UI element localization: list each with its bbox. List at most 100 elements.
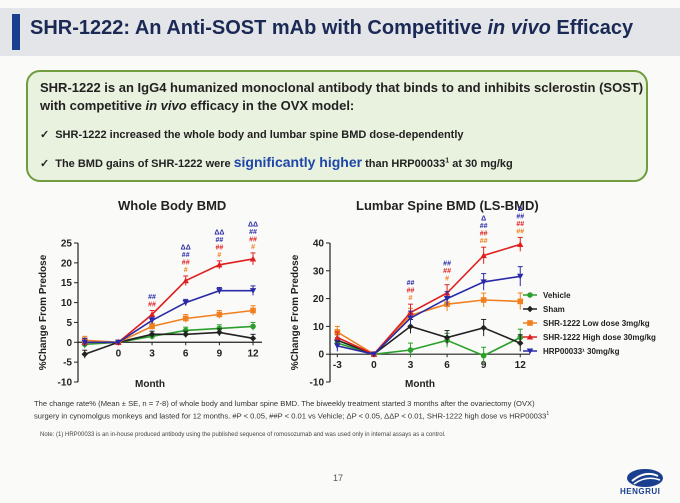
chart-1-data-point <box>148 311 156 318</box>
chart-1-y-tick-label: -5 <box>63 358 72 369</box>
chart-2-title: Lumbar Spine BMD (LS-BMD) <box>356 198 539 213</box>
page-number: 17 <box>333 473 344 483</box>
figure-caption: The change rate% (Mean ± SE, n = 7-8) of… <box>34 398 654 422</box>
chart-1-data-point <box>182 300 189 306</box>
chart-1-significance-label: ## <box>249 229 257 236</box>
chart-1-y-tick-label: 20 <box>61 258 73 269</box>
chart-1-x-axis-label: Month <box>135 379 165 390</box>
chart-1-y-tick-label: 5 <box>66 318 72 329</box>
chart-1-x-tick-label: 9 <box>217 348 223 359</box>
title-prefix: SHR-1222: An Anti-SOST mAb with Competit… <box>30 17 488 39</box>
chart-1-data-point <box>250 307 256 314</box>
chart-1-x-tick-label: 3 <box>149 348 155 359</box>
chart-2-significance-label: Δ <box>481 216 486 223</box>
chart-2-data-point <box>517 339 524 347</box>
chart-2-y-tick-label: 0 <box>318 350 324 361</box>
chart-1-y-tick-label: 25 <box>61 239 73 250</box>
chart-1-significance-label: ## <box>148 294 156 301</box>
bullet-2-suffix: than HRP00033 <box>362 158 446 170</box>
chart-1-data-point <box>250 323 256 330</box>
chart-2-significance-label: ## <box>516 213 524 220</box>
chart-1-series-line <box>84 331 254 355</box>
chart-1-significance-label: ## <box>148 302 156 309</box>
logo-text: HENGRUI <box>620 487 661 496</box>
chart-2-x-tick-label: 0 <box>371 360 377 371</box>
chart-1-x-tick-label: 0 <box>116 348 122 359</box>
summary-line-2-italic: in vivo <box>145 98 187 113</box>
chart-1-significance-label: ## <box>215 244 223 251</box>
chart-2-significance-label: # <box>445 276 449 283</box>
legend-marker <box>527 292 533 298</box>
chart-2-data-point <box>407 347 414 353</box>
summary-box <box>26 70 648 182</box>
legend-marker <box>526 333 534 340</box>
chart-2-significance-label: ## <box>443 261 451 268</box>
chart-1-data-point <box>81 339 88 346</box>
legend-marker <box>527 320 533 326</box>
chart-2-significance-label: ## <box>480 238 488 245</box>
caption-sup: 1 <box>546 411 550 417</box>
check-icon: ✓ <box>40 129 50 141</box>
legend-label: SHR-1222 Low dose 3mg/kg <box>543 319 650 328</box>
chart-2-significance-label: ## <box>407 288 415 295</box>
legend-marker <box>526 305 534 313</box>
title-bar <box>0 8 680 56</box>
check-icon: ✓ <box>40 158 50 170</box>
hengrui-logo-icon <box>627 469 663 487</box>
bullet-2-end: at 30 mg/kg <box>449 158 513 170</box>
chart-1-significance-label: ΔΔ <box>181 244 191 251</box>
caption-line-2-text: surgery in cynomolgus monkeys and lasted… <box>34 411 547 421</box>
chart-1-title: Whole Body BMD <box>118 198 227 213</box>
chart-2-x-tick-label: 3 <box>408 360 414 371</box>
chart-2-significance-label: ## <box>480 231 488 238</box>
chart-2-data-point <box>480 324 487 331</box>
chart-2-significance-label: Δ <box>518 206 523 213</box>
chart-2-data-point <box>443 334 451 341</box>
chart-1-y-axis-label: %Change From Predose <box>38 254 49 370</box>
chart-1-data-point <box>249 335 257 342</box>
caption-line-2: surgery in cynomolgus monkeys and lasted… <box>34 409 654 422</box>
chart-2-x-tick-label: 12 <box>515 360 527 371</box>
chart-1-data-point <box>148 317 156 324</box>
chart-2-data-point <box>517 298 524 305</box>
chart-2-y-axis-label: %Change From Predose <box>290 254 301 370</box>
chart-2-y-tick-label: 10 <box>313 322 325 333</box>
footnote: Note: (1) HRP00033 is an in-house produc… <box>40 432 446 438</box>
chart-2-significance-label: ## <box>443 268 451 275</box>
summary-line-2-prefix: with competitive <box>40 98 146 113</box>
bullet-2-prefix: The BMD gains of SHR-1222 were <box>55 158 234 170</box>
caption-line-1: The change rate% (Mean ± SE, n = 7-8) of… <box>34 399 535 408</box>
chart-2-significance-label: ## <box>407 280 415 287</box>
chart-2-series-line <box>336 243 521 356</box>
chart-2-x-axis-label: Month <box>405 379 435 390</box>
chart-1-x-tick-label: 6 <box>183 348 189 359</box>
chart-1-data-point <box>182 331 189 338</box>
chart-1-y-tick-label: -10 <box>58 378 73 389</box>
chart-1-x-tick-label: 12 <box>247 348 259 359</box>
legend-label: Vehicle <box>543 291 571 300</box>
chart-1-significance-label: ΔΔ <box>214 229 224 236</box>
chart-2-y-tick-label: 40 <box>313 239 325 250</box>
legend-marker <box>526 348 534 355</box>
summary-line-1: SHR-1222 is an IgG4 humanized monoclonal… <box>40 80 644 95</box>
chart-1-data-point <box>149 323 155 330</box>
chart-1-data-point <box>216 261 223 268</box>
chart-1-significance-label: ΔΔ <box>248 221 258 228</box>
chart-2-x-tick-label: 9 <box>481 360 487 371</box>
chart-2-data-point <box>407 315 414 322</box>
chart-1-significance-label: ## <box>182 259 190 266</box>
chart-1-data-point <box>216 311 223 318</box>
chart-1-significance-label: # <box>251 244 255 251</box>
chart-1-y-tick-label: 0 <box>66 338 72 349</box>
chart-1-series-line <box>84 289 253 344</box>
chart-2-significance-label: ## <box>480 223 488 230</box>
chart-2-data-point <box>480 279 487 286</box>
chart-2-x-tick-label: 6 <box>444 360 450 371</box>
chart-2-data-point <box>407 323 414 330</box>
title-italic: in vivo <box>487 17 551 39</box>
bullet-1-text: SHR-1222 increased the whole body and lu… <box>55 129 464 141</box>
title-accent-bar <box>12 14 20 50</box>
chart-1-data-point <box>115 339 122 346</box>
